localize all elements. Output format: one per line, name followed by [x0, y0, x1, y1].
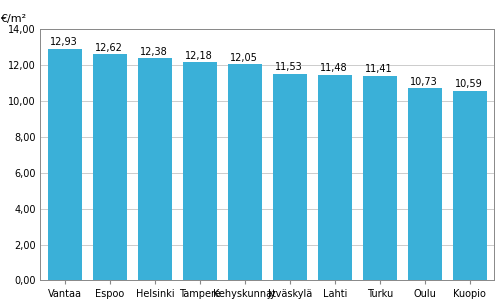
Bar [408, 88, 442, 280]
Text: €/m²: €/m² [0, 14, 26, 24]
Text: 12,38: 12,38 [140, 47, 168, 57]
Text: 11,41: 11,41 [365, 64, 392, 74]
Text: 12,93: 12,93 [50, 37, 78, 47]
Text: 12,62: 12,62 [95, 43, 123, 53]
Bar [138, 59, 172, 280]
Bar [48, 48, 82, 280]
Bar [318, 75, 352, 280]
Text: 12,05: 12,05 [230, 53, 258, 63]
Text: 11,48: 11,48 [320, 63, 347, 73]
Text: 10,73: 10,73 [410, 77, 438, 87]
Text: 12,18: 12,18 [185, 51, 212, 61]
Bar [228, 64, 262, 280]
Text: 10,59: 10,59 [454, 79, 482, 89]
Text: 11,53: 11,53 [275, 62, 302, 72]
Bar [183, 62, 217, 280]
Bar [93, 54, 127, 280]
Bar [363, 76, 396, 280]
Bar [453, 91, 486, 280]
Bar [273, 74, 307, 280]
